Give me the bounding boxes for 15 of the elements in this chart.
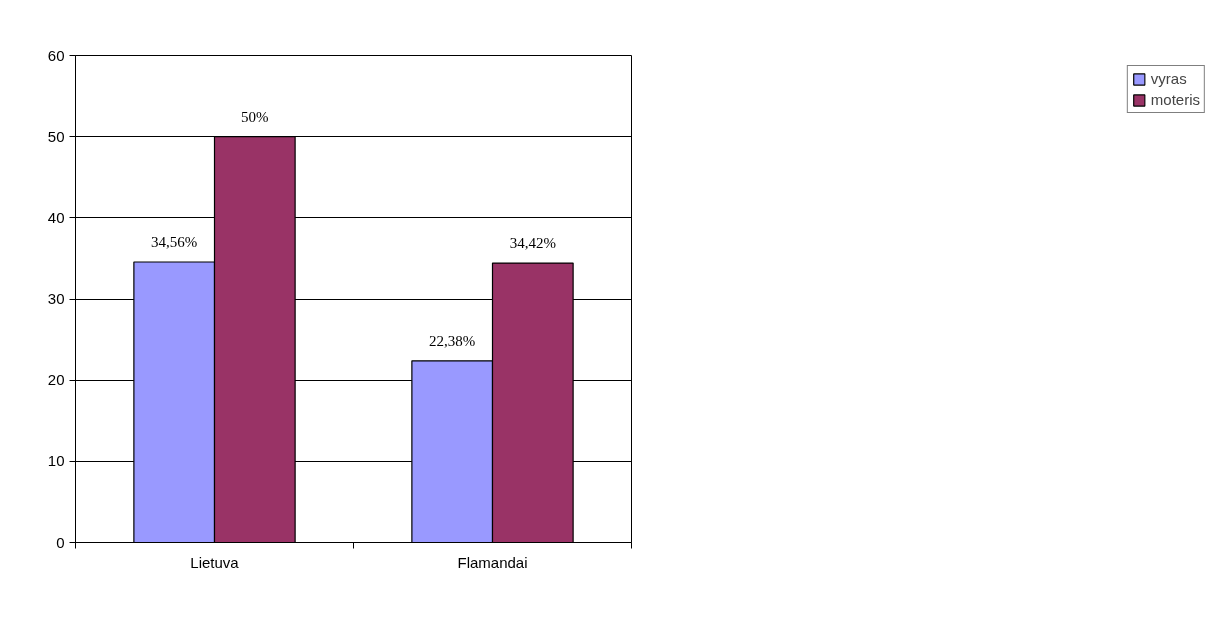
data-label: 34,42% [509, 235, 556, 252]
data-label: 22,38% [429, 332, 476, 349]
legend-label: moteris [1150, 91, 1200, 108]
y-tick-label: 0 [56, 533, 65, 551]
data-label: 50% [241, 108, 269, 125]
y-tick-label: 10 [47, 452, 65, 470]
y-tick-label: 40 [47, 208, 65, 226]
x-tick-label: Flamandai [457, 553, 528, 571]
y-tick-label: 50 [47, 127, 65, 145]
legend-label: vyras [1150, 70, 1187, 87]
y-tick-label: 30 [47, 290, 65, 307]
x-tick-label: Lietuva [190, 553, 240, 571]
y-tick-label: 60 [47, 46, 65, 64]
data-label: 34,56% [151, 233, 198, 250]
y-tick-label: 20 [47, 371, 65, 389]
